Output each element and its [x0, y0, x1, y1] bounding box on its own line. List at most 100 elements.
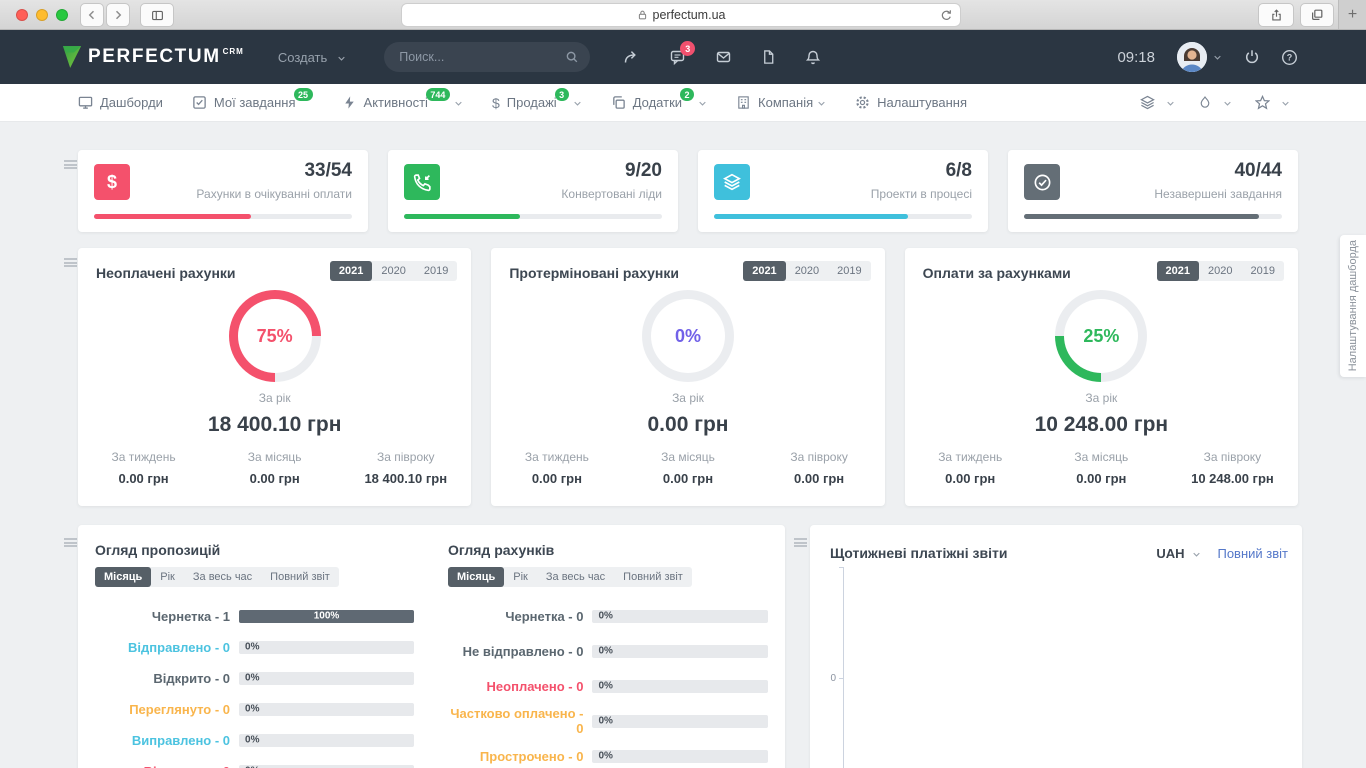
- mail-button[interactable]: [715, 49, 732, 65]
- full-report-link[interactable]: Повний звіт: [1217, 545, 1288, 561]
- tab-all-time[interactable]: За весь час: [545, 571, 606, 583]
- chat-badge: 3: [680, 41, 696, 56]
- back-button[interactable]: [80, 3, 104, 27]
- year-tab-2021[interactable]: 2021: [1156, 261, 1200, 281]
- tab-month[interactable]: Місяць: [95, 567, 152, 587]
- tab-all-time[interactable]: За весь час: [192, 571, 253, 583]
- year-tab-2020[interactable]: 2020: [381, 265, 406, 277]
- widget-unpaid-invoices: Неоплачені рахунки 2021 2020 2019 75% За…: [78, 248, 472, 506]
- col-label: За тиждень: [938, 450, 1003, 464]
- year-tabs: 2021 2020 2019: [1156, 261, 1284, 281]
- favorites-tool[interactable]: [1255, 95, 1290, 110]
- menu-item-dashboards[interactable]: Дашборди: [78, 95, 163, 110]
- minimize-window-button[interactable]: [36, 9, 48, 21]
- year-tabs: 2021 2020 2019: [329, 261, 458, 281]
- col-label: За місяць: [1074, 450, 1129, 464]
- tab-month[interactable]: Місяць: [448, 567, 505, 587]
- user-avatar[interactable]: [1177, 42, 1207, 72]
- overviews-card: Огляд пропозицій Місяць Рік За весь час …: [78, 525, 785, 768]
- year-tab-2019[interactable]: 2019: [1250, 265, 1275, 277]
- progress-bar: 0%: [239, 640, 414, 654]
- section-title: Огляд пропозицій: [95, 542, 221, 558]
- perfectum-logo[interactable]: PERFECTUM CRM: [62, 44, 244, 70]
- drag-handle-icon[interactable]: [64, 160, 77, 169]
- dollar-icon: $: [491, 94, 500, 111]
- address-bar[interactable]: perfectum.ua: [401, 3, 961, 27]
- period-breakdown: За тиждень 0.00 грн За місяць 0.00 грн За …: [905, 450, 1298, 486]
- kpi-card-projects-in-progress: 6/8 Проекти в процесі: [698, 150, 988, 232]
- tab-full-report[interactable]: Повний звіт: [623, 571, 683, 583]
- chevron-down-icon[interactable]: [1213, 53, 1222, 62]
- show-tabs-button[interactable]: [1300, 3, 1334, 27]
- help-icon[interactable]: ?: [1281, 49, 1298, 66]
- col-value: 0.00 грн: [794, 471, 845, 486]
- year-tab-2021[interactable]: 2021: [329, 261, 373, 281]
- menu-label: Компанія: [758, 95, 814, 110]
- close-window-button[interactable]: [16, 9, 28, 21]
- year-tab-2020[interactable]: 2020: [1208, 265, 1233, 277]
- progress-value: 0%: [245, 672, 260, 684]
- layers-tool[interactable]: [1140, 95, 1175, 110]
- menu-item-company[interactable]: Компанія: [736, 95, 826, 110]
- progress-bar: 0%: [592, 609, 768, 623]
- kpi-card-invoices-pending: $ 33/54 Рахунки в очікуванні оплати: [78, 150, 368, 232]
- amount-value: 18 400.10 грн: [207, 413, 342, 436]
- row-label: Частково оплачено - 0: [450, 706, 584, 736]
- avatar-photo: [1177, 42, 1207, 72]
- col-label: За півроку: [790, 450, 848, 464]
- flame-tool[interactable]: [1198, 95, 1232, 110]
- reload-icon[interactable]: [940, 9, 953, 22]
- progress-bar: 0%: [592, 749, 768, 763]
- forward-button[interactable]: [106, 3, 130, 27]
- status-row-viewed: Переглянуто - 0 0%: [95, 702, 414, 717]
- year-tab-2020[interactable]: 2020: [794, 265, 820, 277]
- chat-button[interactable]: 3: [669, 41, 696, 65]
- year-tab-2019[interactable]: 2019: [423, 265, 449, 277]
- col-value: 0.00 грн: [945, 471, 996, 486]
- zoom-window-button[interactable]: [56, 9, 68, 21]
- bottom-widgets-row: Огляд пропозицій Місяць Рік За весь час …: [78, 525, 1302, 768]
- drag-handle-icon[interactable]: [64, 258, 77, 267]
- year-tab-2019[interactable]: 2019: [837, 265, 862, 277]
- donut-chart: 75%: [228, 290, 321, 382]
- kpi-progress-fill: [94, 214, 252, 219]
- menu-label: Додатки: [632, 95, 683, 110]
- menu-item-activities[interactable]: Активності 744: [342, 88, 463, 110]
- kpi-progress-fill: [714, 214, 908, 219]
- forward-arrow-icon: [625, 51, 637, 63]
- logout-power-icon[interactable]: [1244, 49, 1260, 65]
- tab-year[interactable]: Рік: [513, 571, 528, 583]
- breakdown-col: За півроку 18 400.10 грн: [340, 450, 471, 486]
- search-input[interactable]: [384, 42, 591, 72]
- quick-share-button[interactable]: [622, 49, 640, 65]
- col-label: За тиждень: [111, 450, 176, 464]
- menu-item-addons[interactable]: Додатки 2: [611, 88, 707, 110]
- dashboard-settings-tab[interactable]: Налаштування дашборда: [1340, 235, 1366, 377]
- status-row-opened: Відкрито - 0 0%: [95, 671, 414, 686]
- tab-full-report[interactable]: Повний звіт: [270, 571, 330, 583]
- share-button[interactable]: [1258, 3, 1294, 27]
- notifications-button[interactable]: [805, 49, 821, 66]
- period-tabs: Місяць Рік За весь час Повний звіт: [448, 567, 692, 587]
- menu-item-sales[interactable]: $ Продажі 3: [491, 88, 582, 111]
- kpi-label: Рахунки в очікуванні оплати: [196, 187, 352, 201]
- svg-text:?: ?: [1287, 52, 1293, 62]
- new-tab-button[interactable]: +: [1338, 0, 1366, 29]
- create-menu[interactable]: Создать: [278, 50, 346, 65]
- chevron-right-icon: [115, 10, 122, 20]
- chat-icon: [671, 50, 685, 65]
- building-icon: [738, 96, 749, 109]
- menu-item-my-tasks[interactable]: Мої завдання 25: [192, 88, 313, 110]
- star-icon: [1255, 95, 1270, 110]
- documents-button[interactable]: [761, 49, 776, 65]
- progress-value: 0%: [245, 703, 260, 715]
- tab-year[interactable]: Рік: [160, 571, 175, 583]
- progress-bar: 0%: [239, 733, 414, 747]
- sidebar-toggle-button[interactable]: [140, 3, 174, 27]
- menu-item-settings[interactable]: Налаштування: [855, 95, 967, 110]
- currency-selector[interactable]: UAH: [1156, 546, 1201, 561]
- year-tab-2021[interactable]: 2021: [743, 261, 786, 281]
- drag-handle-icon[interactable]: [794, 538, 807, 547]
- drag-handle-icon[interactable]: [64, 538, 77, 547]
- proposals-overview: Огляд пропозицій Місяць Рік За весь час …: [78, 525, 431, 768]
